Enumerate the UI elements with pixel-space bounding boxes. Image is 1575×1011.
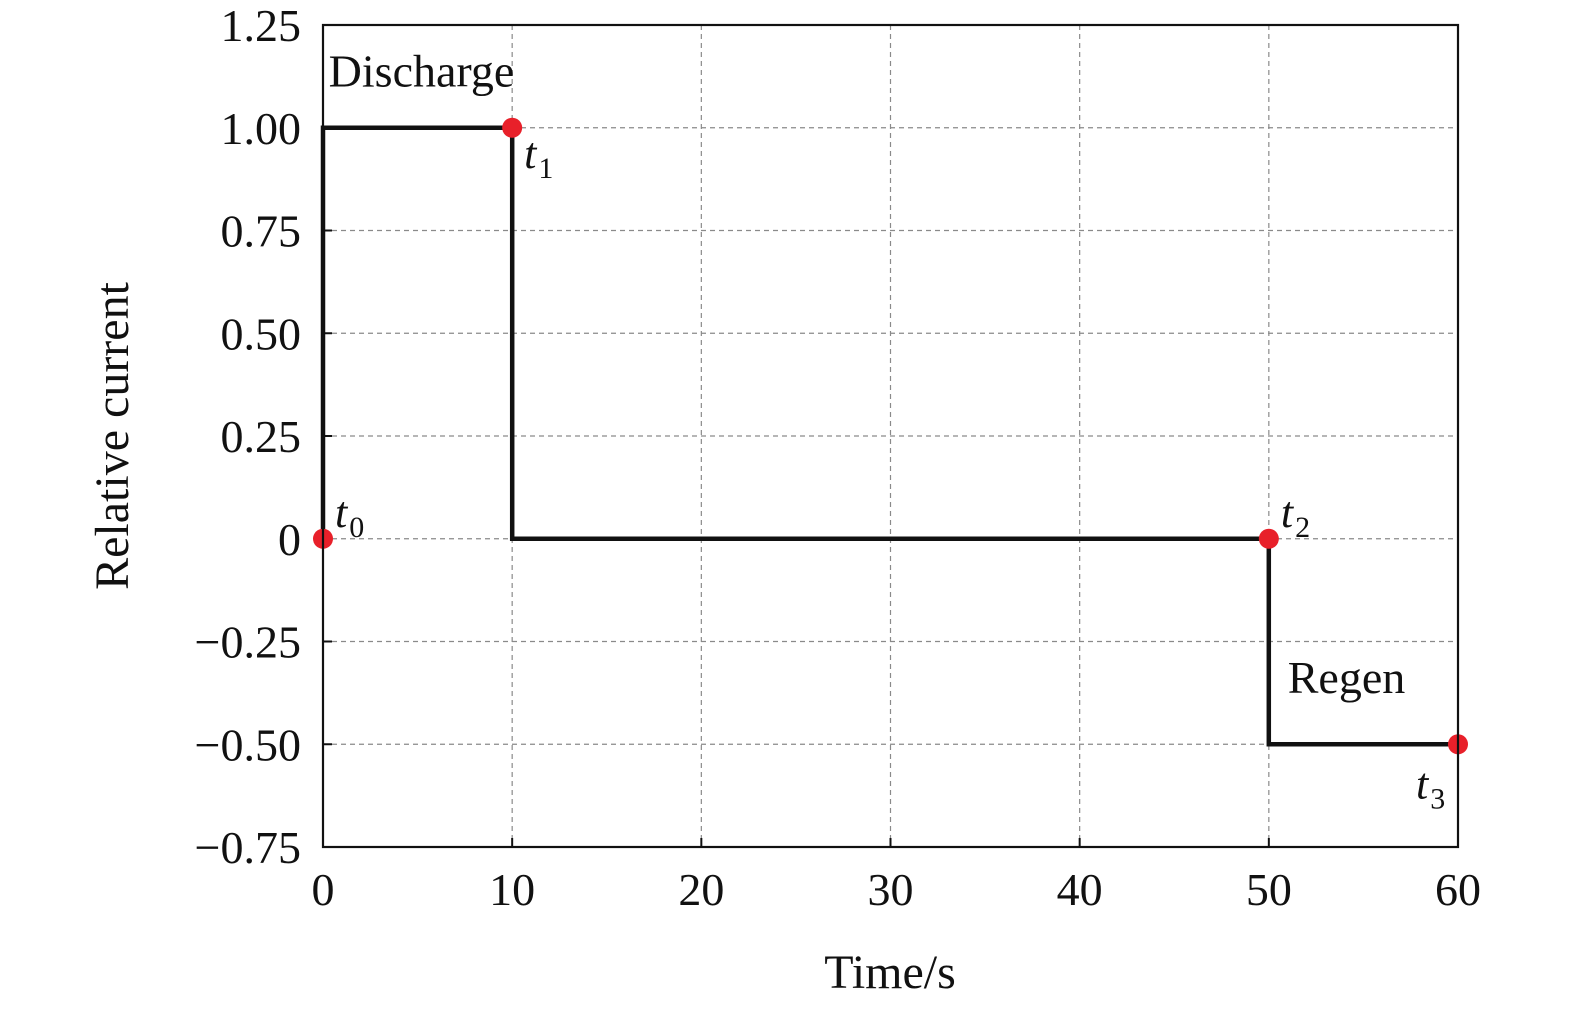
x-tick-label: 0 [312,864,335,915]
x-tick-label: 20 [678,864,724,915]
x-tick-label: 10 [489,864,535,915]
x-tick-label: 40 [1057,864,1103,915]
plot-frame [321,23,1460,849]
marker-label: t3 [1416,759,1445,815]
y-tick-label: 1.25 [221,0,302,51]
marker-label: t1 [524,129,553,185]
marker-point [502,117,523,138]
annotation-layer: Discharge Regen [329,46,1406,703]
y-tick-label: 0.75 [221,206,302,257]
marker-label: t0 [335,488,364,544]
y-tick-label: 0.50 [221,308,302,359]
x-tick-label: 50 [1246,864,1292,915]
annotation-text: Discharge [329,46,515,97]
x-tick-label: 30 [868,864,914,915]
y-axis-title: Relative current [86,281,139,590]
y-tick-label: 0.25 [221,411,302,462]
x-tick-label: 60 [1435,864,1481,915]
y-tick-label: −0.25 [195,617,301,668]
y-tick-label: 0 [278,514,301,565]
x-axis-title: Time/s [824,946,956,999]
marker-layer: t0 t1 t2 t3 [313,117,1468,815]
marker-point [1258,528,1279,549]
annotation-text: Regen [1288,652,1406,703]
y-tick-label: −0.50 [195,719,301,770]
marker-label: t2 [1281,488,1310,544]
grid-layer [323,25,1458,847]
y-tick-label: 1.00 [221,103,302,154]
tick-layer: 0 10 20 30 40 50 60 1.25 1.00 0.75 0.50 0.25 0 −0.25 −… [195,0,1481,915]
y-tick-label: −0.75 [195,822,301,873]
